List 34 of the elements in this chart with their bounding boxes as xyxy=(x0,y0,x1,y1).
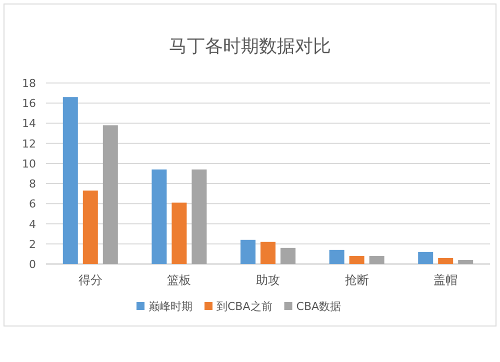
x-tick-label: 助攻 xyxy=(256,273,280,287)
y-tick-label: 8 xyxy=(29,178,36,191)
bar xyxy=(82,190,98,264)
x-tick-label: 抢断 xyxy=(344,273,369,287)
y-tick-label: 14 xyxy=(22,117,36,130)
bar xyxy=(260,242,276,264)
legend-label: 到CBA之前 xyxy=(216,300,272,313)
bar xyxy=(329,250,344,264)
x-tick-label: 得分 xyxy=(78,273,102,287)
y-tick-label: 0 xyxy=(29,258,36,271)
y-tick-label: 18 xyxy=(22,77,36,90)
y-tick-label: 2 xyxy=(29,238,36,251)
bar xyxy=(418,252,434,264)
bar xyxy=(152,169,167,264)
y-tick-label: 6 xyxy=(29,198,36,211)
bar xyxy=(438,258,454,264)
bar xyxy=(458,260,474,264)
bar xyxy=(369,256,384,264)
x-tick-label: 篮板 xyxy=(167,273,192,287)
chart-title: 马丁各时期数据对比 xyxy=(169,36,331,57)
bar xyxy=(280,248,296,264)
legend-label: CBA数据 xyxy=(296,300,342,313)
bar xyxy=(349,256,364,264)
bar xyxy=(192,169,207,264)
legend-label: 巅峰时期 xyxy=(148,300,192,313)
y-tick-label: 12 xyxy=(22,137,36,150)
y-tick-label: 4 xyxy=(29,218,36,231)
x-tick-label: 盖帽 xyxy=(434,273,458,287)
bar xyxy=(102,125,118,264)
y-tick-label: 10 xyxy=(22,157,36,170)
y-tick-label: 16 xyxy=(22,97,36,110)
bar xyxy=(172,202,187,264)
bar xyxy=(62,97,78,264)
bar xyxy=(240,240,256,264)
